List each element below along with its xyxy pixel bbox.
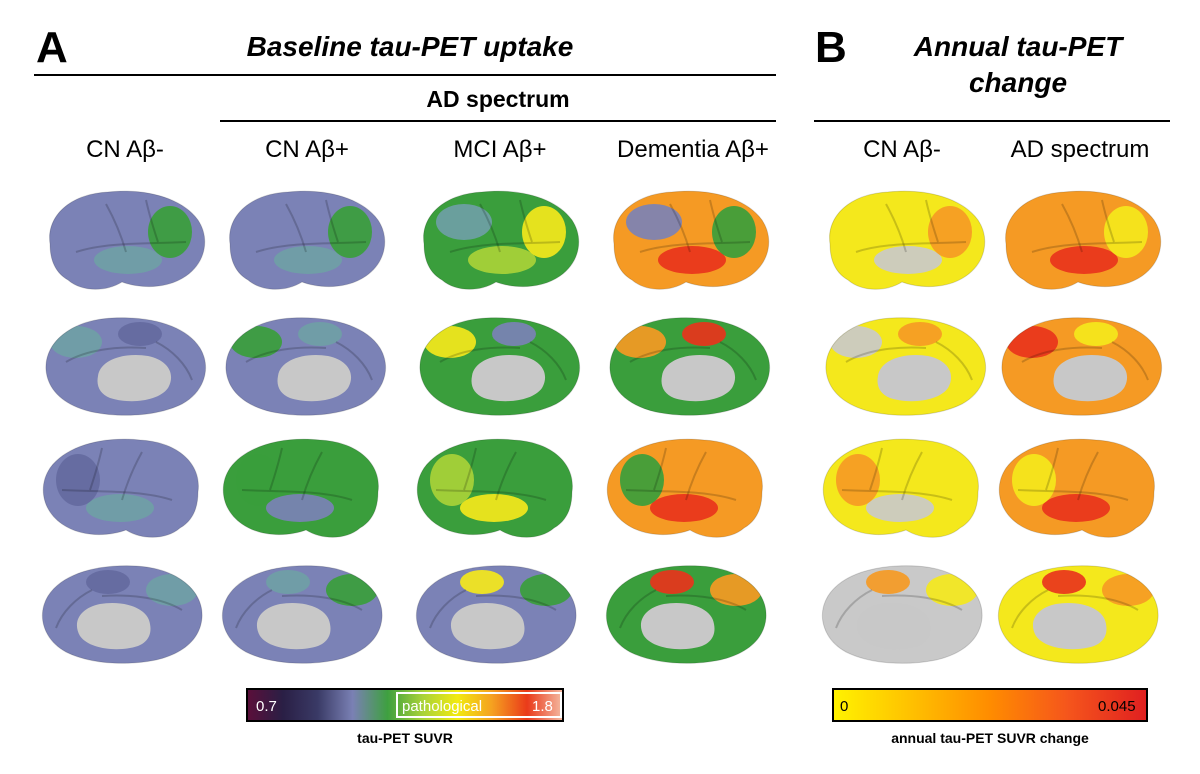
brain-a-r4-c1 (41, 565, 203, 664)
colorbar-a-pathological: pathological (402, 698, 483, 715)
colorbar-a-caption: tau-PET SUVR (357, 730, 453, 746)
brain-b-r3-c2 (998, 438, 1155, 538)
annual-change-colorbar: 0 0.045 (832, 688, 1148, 722)
ad-spectrum-subheader: AD spectrum (426, 86, 570, 112)
brain-a-r4-c4 (605, 565, 767, 664)
brain-a-r2-c2 (225, 317, 387, 416)
panel-a-rule (34, 74, 776, 76)
colorbar-b-caption: annual tau-PET SUVR change (891, 730, 1089, 746)
panel-a-title: Baseline tau-PET uptake (246, 31, 574, 62)
brain-a-r2-c1 (45, 317, 207, 416)
ad-spectrum-rule (220, 120, 776, 122)
panel-a-letter: A (36, 23, 68, 72)
col-label-cn-abneg: CN Aβ- (86, 136, 164, 163)
brain-b-r4-c1 (821, 565, 983, 664)
brain-a-r2-c3 (419, 317, 581, 416)
colorbar-a-min: 0.7 (256, 698, 277, 715)
panel-b-title-line1: Annual tau-PET (913, 31, 1123, 62)
brain-a-r4-c2 (221, 565, 383, 664)
colorbar-a-max: 1.8 (532, 698, 553, 715)
pathological-range-box (396, 692, 562, 718)
col-label-cn-abpos: CN Aβ+ (265, 136, 349, 163)
col-label-mci-abpos: MCI Aβ+ (453, 136, 547, 163)
brain-a-r1-c3 (423, 190, 580, 290)
colorbar-b-max: 0.045 (1098, 698, 1136, 715)
brain-a-r1-c4 (613, 190, 770, 290)
brain-a-r1-c2 (229, 190, 386, 290)
brain-b-r1-c1 (829, 190, 986, 290)
panel-b-title-line2: change (968, 67, 1068, 98)
tau-suvr-colorbar: 0.7 pathological 1.8 (246, 688, 564, 722)
panel-b-letter: B (815, 23, 847, 72)
brain-a-r2-c4 (609, 317, 771, 416)
brain-a-r3-c3 (416, 438, 573, 538)
brain-b-r3-c1 (822, 438, 979, 538)
brain-a-r4-c3 (415, 565, 577, 664)
brain-a-r3-c2 (222, 438, 379, 538)
brain-a-r1-c1 (49, 190, 206, 290)
colorbar-b-min: 0 (840, 698, 849, 715)
brain-b-r2-c1 (825, 317, 987, 416)
col-label-b-cn-abneg: CN Aβ- (863, 136, 941, 163)
col-label-dementia-abpos: Dementia Aβ+ (617, 136, 769, 163)
brain-b-r4-c2 (997, 565, 1159, 664)
brain-b-r2-c2 (1001, 317, 1163, 416)
brain-b-r1-c2 (1005, 190, 1162, 290)
brain-a-r3-c1 (42, 438, 199, 538)
panel-b-rule (814, 120, 1170, 122)
col-label-b-ad-spectrum: AD spectrum (1010, 136, 1150, 163)
brain-a-r3-c4 (606, 438, 763, 538)
